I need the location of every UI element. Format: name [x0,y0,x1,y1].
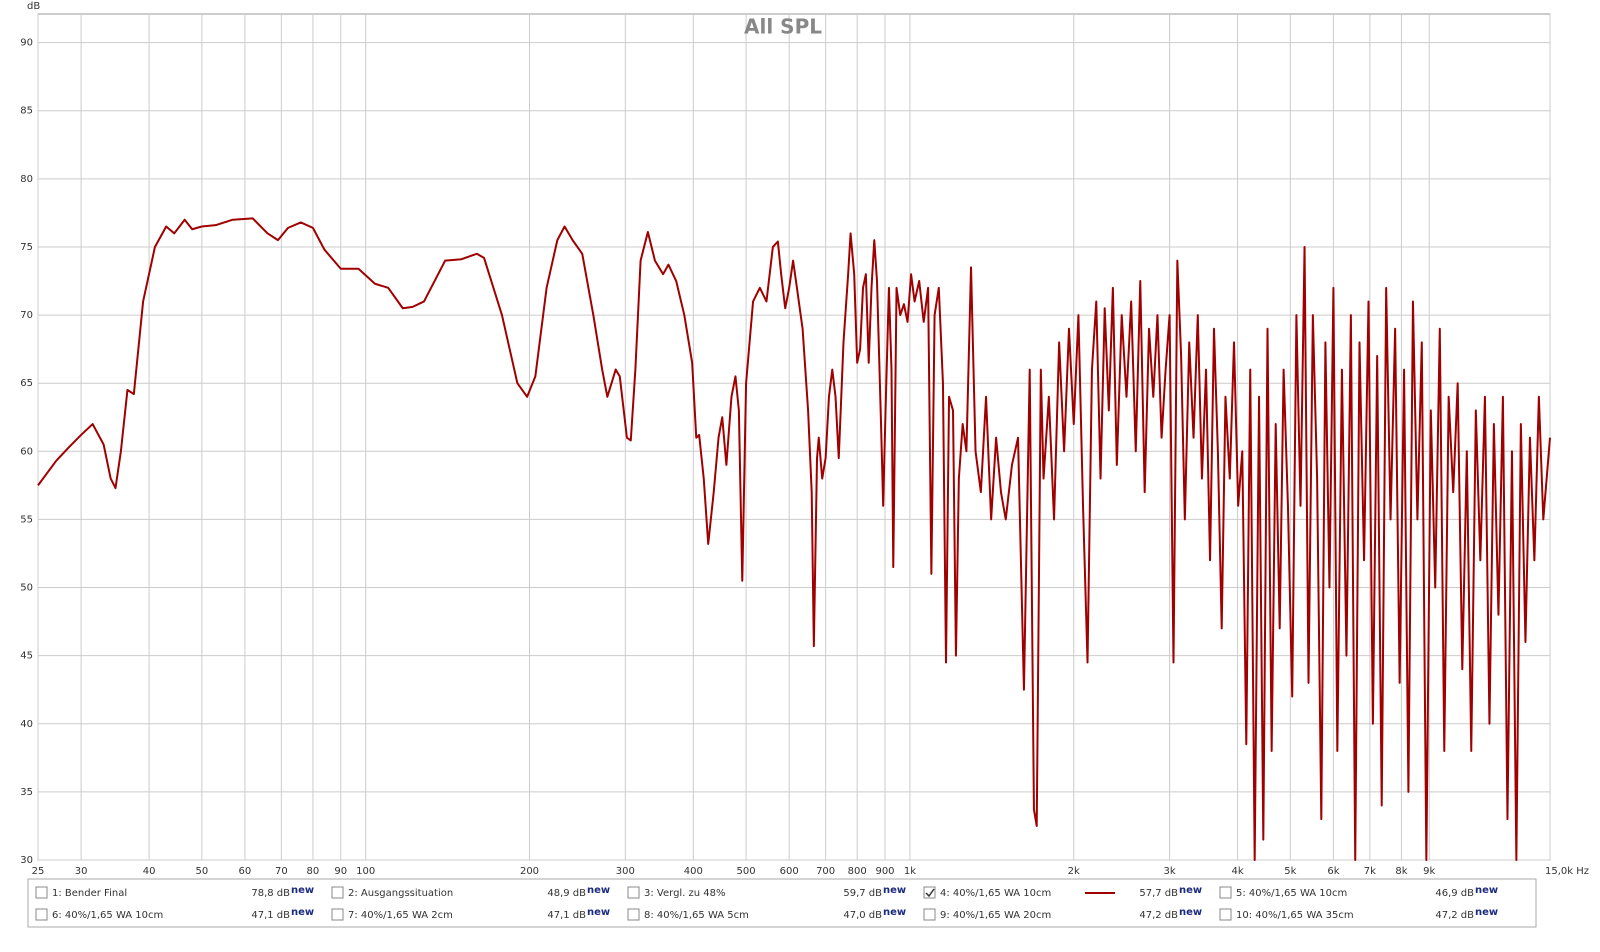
x-tick-label: 500 [737,866,756,877]
trace-checkbox[interactable] [923,908,936,921]
legend: 1: Bender Final 78,8 dB new 2: Ausgangssitu… [35,885,1498,921]
trace-checkbox[interactable] [35,908,48,921]
trace-level: 57,7 dB [1139,888,1178,899]
y-tick-label: 65 [20,378,33,389]
new-badge: new [291,907,314,918]
x-tick-label: 400 [684,866,703,877]
new-badge: new [291,885,314,896]
x-tick-label: 9k [1423,866,1435,877]
trace-checkbox[interactable] [35,886,48,899]
trace-level: 47,0 dB [843,910,882,921]
x-tick-label: 800 [848,866,867,877]
trace-name: 2: Ausgangssituation [348,888,453,899]
y-tick-label: 90 [20,38,33,49]
x-tick-label: 300 [616,866,635,877]
trace-name: 4: 40%/1,65 WA 10cm [940,888,1051,899]
trace-checkbox[interactable] [331,886,344,899]
y-tick-label: 55 [20,514,33,525]
trace-name: 7: 40%/1,65 WA 2cm [348,910,453,921]
x-tick-label: 100 [356,866,375,877]
trace-name: 6: 40%/1,65 WA 10cm [52,910,163,921]
new-badge: new [883,885,906,896]
x-tick-label: 1k [904,866,916,877]
y-tick-label: 70 [20,310,33,321]
y-tick-label: 40 [20,719,33,730]
trace-name: 1: Bender Final [52,888,127,899]
spl-curve [37,217,1551,861]
trace-checkbox[interactable] [923,886,936,899]
trace-name: 8: 40%/1,65 WA 5cm [644,910,749,921]
y-axis-label: dB [27,1,40,12]
trace-level: 47,2 dB [1435,910,1474,921]
new-badge: new [883,907,906,918]
trace-level: 59,7 dB [843,888,882,899]
trace-checkbox[interactable] [627,886,640,899]
y-tick-label: 50 [20,583,33,594]
x-tick-label: 2k [1068,866,1080,877]
trace-checkbox[interactable] [331,908,344,921]
y-tick-label: 35 [20,787,33,798]
new-badge: new [587,885,610,896]
new-badge: new [1179,907,1202,918]
x-tick-label: 6k [1327,866,1339,877]
new-badge: new [1475,885,1498,896]
trace-level: 48,9 dB [547,888,586,899]
x-tick-label: 60 [239,866,252,877]
chart-title: All SPL [744,15,822,39]
x-tick-label: 5k [1284,866,1296,877]
x-tick-label: 70 [275,866,288,877]
x-tick-label: 90 [334,866,347,877]
x-tick-label: 25 [32,866,45,877]
y-tick-label: 60 [20,446,33,457]
trace-checkbox[interactable] [1219,908,1232,921]
y-tick-label: 45 [20,651,33,662]
x-tick-label: 80 [307,866,320,877]
trace-level: 46,9 dB [1435,888,1474,899]
trace-name: 5: 40%/1,65 WA 10cm [1236,888,1347,899]
new-badge: new [1475,907,1498,918]
x-tick-label: 8k [1395,866,1407,877]
curve-layer [37,217,1551,861]
trace-level: 47,1 dB [251,910,290,921]
trace-level: 47,1 dB [547,910,586,921]
x-tick-label: 700 [816,866,835,877]
x-tick-label: 15,0k Hz [1545,866,1589,877]
x-tick-label: 3k [1164,866,1176,877]
x-tick-label: 30 [75,866,88,877]
y-tick-label: 75 [20,242,33,253]
new-badge: new [1179,885,1202,896]
x-tick-label: 40 [143,866,156,877]
trace-level: 78,8 dB [251,888,290,899]
trace-checkbox[interactable] [1219,886,1232,899]
trace-checkbox[interactable] [627,908,640,921]
trace-name: 3: Vergl. zu 48% [644,888,726,899]
trace-name: 10: 40%/1,65 WA 35cm [1236,910,1354,921]
trace-name: 9: 40%/1,65 WA 20cm [940,910,1051,921]
new-badge: new [587,907,610,918]
checkmark [925,888,935,898]
legend-panel [27,878,1537,928]
x-tick-label: 50 [195,866,208,877]
trace-level: 47,2 dB [1139,910,1178,921]
y-tick-label: 30 [20,855,33,866]
x-tick-label: 900 [875,866,894,877]
x-tick-label: 7k [1364,866,1376,877]
x-tick-label: 200 [520,866,539,877]
x-tick-label: 600 [780,866,799,877]
x-tick-label: 4k [1232,866,1244,877]
y-tick-label: 80 [20,174,33,185]
y-tick-label: 85 [20,106,33,117]
plot-frame [37,13,1551,861]
